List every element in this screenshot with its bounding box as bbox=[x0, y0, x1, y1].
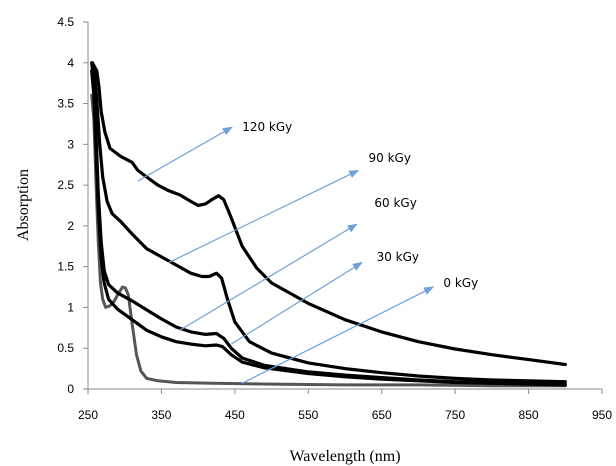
annotation-arrow bbox=[241, 286, 435, 384]
y-tick-labels: 0 0.5 1 1.5 2 2.5 3 3.5 4 4.5 bbox=[57, 15, 88, 396]
annotation-label: 30 kGy bbox=[377, 250, 419, 264]
series-line-0-kgy bbox=[90, 93, 567, 388]
y-tick-label: 1 bbox=[67, 300, 74, 314]
series-line-120-kgy bbox=[90, 61, 567, 367]
x-tick-label: 950 bbox=[592, 408, 612, 422]
dose-annotations: 120 kGy 90 kGy 60 kGy 30 kGy 0 kGy bbox=[137, 120, 478, 384]
series-line-90-kgy bbox=[90, 61, 567, 384]
series-line-30-kgy bbox=[90, 69, 567, 387]
annotation-arrow bbox=[230, 262, 363, 345]
x-axis-title: Wavelength (nm) bbox=[289, 448, 400, 465]
y-tick-label: 3 bbox=[67, 137, 74, 151]
annotation-arrow bbox=[179, 223, 358, 331]
y-tick-label: 4.5 bbox=[57, 15, 74, 29]
y-tick-label: 3.5 bbox=[57, 97, 74, 111]
x-tick-label: 550 bbox=[298, 408, 318, 422]
annotation-label: 60 kGy bbox=[374, 196, 416, 210]
y-tick-label: 2.5 bbox=[57, 178, 74, 192]
annotation-label: 120 kGy bbox=[242, 120, 292, 134]
x-tick-label: 450 bbox=[225, 408, 245, 422]
x-tick-label: 850 bbox=[519, 408, 539, 422]
y-axis-title: Absorption bbox=[15, 169, 32, 241]
x-tick-labels: 250 350 450 550 650 750 850 950 bbox=[78, 389, 612, 422]
annotation-arrow bbox=[168, 169, 360, 264]
annotation-label: 0 kGy bbox=[443, 276, 478, 290]
annotation-arrow bbox=[137, 126, 233, 182]
series-line-60-kgy bbox=[90, 61, 567, 386]
annotation-label: 90 kGy bbox=[368, 151, 410, 165]
y-tick-label: 4 bbox=[67, 56, 74, 70]
x-tick-label: 650 bbox=[372, 408, 392, 422]
y-tick-label: 1.5 bbox=[57, 260, 74, 274]
y-tick-label: 0 bbox=[67, 382, 74, 396]
series-lines bbox=[90, 61, 567, 388]
x-tick-label: 250 bbox=[78, 408, 98, 422]
y-tick-label: 2 bbox=[67, 219, 74, 233]
x-tick-label: 350 bbox=[151, 408, 171, 422]
x-tick-label: 750 bbox=[445, 408, 465, 422]
y-tick-label: 0.5 bbox=[57, 341, 74, 355]
